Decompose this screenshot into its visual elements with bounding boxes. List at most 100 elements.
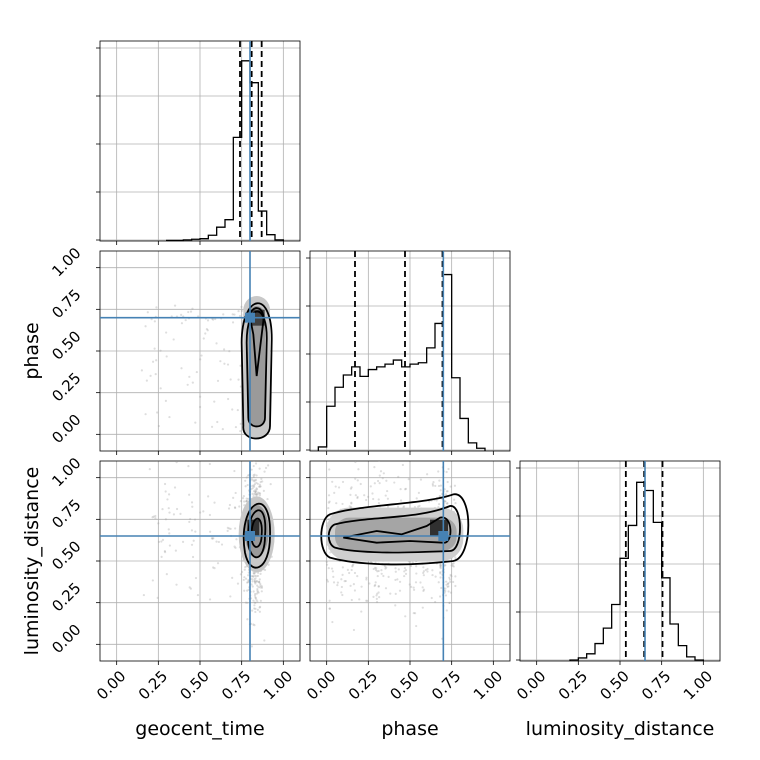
sample-point <box>188 493 191 496</box>
sample-point <box>447 585 450 588</box>
xtick-label-32-0: 0.00 <box>303 667 339 703</box>
sample-point <box>386 505 390 508</box>
sample-point <box>444 589 447 593</box>
sample-point <box>419 581 422 584</box>
sample-point <box>424 568 427 572</box>
sample-point <box>366 599 369 602</box>
sample-point <box>254 445 256 447</box>
sample-point <box>341 502 344 506</box>
sample-point <box>372 497 375 501</box>
sample-point <box>226 526 229 529</box>
sample-point <box>397 475 400 478</box>
ytick-label-21-1: 0.25 <box>48 369 84 405</box>
sample-point <box>252 474 255 477</box>
truth-marker-31 <box>245 531 255 541</box>
sample-point <box>453 446 455 448</box>
xtick-label-32-2: 0.50 <box>386 667 422 703</box>
ytick-label-31-2: 0.50 <box>48 537 84 573</box>
sample-point <box>257 591 260 594</box>
sample-point <box>385 566 388 569</box>
sample-point <box>202 337 205 340</box>
sample-point <box>448 576 451 579</box>
sample-point <box>150 318 153 321</box>
sample-point <box>190 529 194 532</box>
sample-point <box>439 571 442 574</box>
sample-point <box>167 493 171 496</box>
sample-point <box>337 486 341 489</box>
sample-point <box>331 480 334 483</box>
sample-point <box>163 549 166 553</box>
sample-point <box>451 562 454 566</box>
sample-point <box>418 504 421 507</box>
xtick-label-32-3: 0.75 <box>428 667 464 703</box>
sample-point <box>210 425 214 428</box>
sample-point <box>259 480 262 484</box>
sample-point <box>340 440 342 442</box>
sample-point <box>447 590 450 593</box>
truth-marker-21 <box>245 312 255 323</box>
sample-point <box>255 580 259 583</box>
sample-point <box>219 360 222 363</box>
sample-point <box>430 596 433 600</box>
sample-point <box>336 581 340 584</box>
ytick-label-31-1: 0.25 <box>48 579 84 615</box>
sample-point <box>243 576 246 579</box>
sample-point <box>194 421 197 424</box>
sample-point <box>378 461 380 462</box>
sample-point <box>229 378 232 381</box>
sample-point <box>165 331 168 334</box>
sample-point <box>419 478 423 481</box>
sample-point <box>252 485 256 488</box>
sample-point <box>168 532 171 535</box>
sample-point <box>261 480 264 483</box>
sample-point <box>374 568 378 572</box>
sample-point <box>257 580 261 583</box>
sample-point <box>188 375 191 378</box>
sample-point <box>343 580 346 583</box>
sample-point <box>180 313 183 316</box>
sample-point <box>258 492 262 495</box>
histogram-phase <box>317 273 486 451</box>
xtick-label-31-3: 0.75 <box>218 667 254 703</box>
x-axis-label-phase: phase <box>381 718 438 740</box>
sample-point <box>413 612 417 615</box>
sample-point <box>246 581 250 584</box>
sample-point <box>375 567 378 570</box>
sample-point <box>253 624 256 627</box>
sample-point <box>233 469 236 473</box>
sample-point <box>330 438 332 440</box>
sample-point <box>253 594 257 597</box>
panel-2d-geocent_time-vs-luminosity_distance <box>142 445 275 648</box>
ytick-label-31-3: 0.75 <box>48 496 84 532</box>
sample-point <box>192 539 195 542</box>
sample-point <box>350 501 353 504</box>
sample-point <box>332 575 335 579</box>
ytick-label-21-4: 1.00 <box>48 244 84 280</box>
sample-point <box>445 580 448 583</box>
sample-point <box>439 566 442 570</box>
sample-point <box>421 606 424 609</box>
sample-point <box>439 576 442 579</box>
sample-point <box>239 500 242 503</box>
sample-point <box>166 498 169 501</box>
sample-point <box>383 565 387 568</box>
sample-point <box>257 585 260 589</box>
sample-point <box>394 578 397 582</box>
sample-point <box>449 591 453 594</box>
sample-point <box>152 515 155 518</box>
sample-point <box>327 507 330 510</box>
sample-point <box>254 582 257 585</box>
sample-point <box>327 494 331 497</box>
sample-point <box>255 492 258 496</box>
sample-point <box>227 397 230 401</box>
sample-point <box>398 589 402 592</box>
sample-point <box>328 599 331 602</box>
sample-point <box>445 490 448 493</box>
sample-point <box>174 549 177 552</box>
sample-point <box>244 479 247 482</box>
sample-point <box>357 468 360 471</box>
sample-point <box>256 584 259 587</box>
sample-point <box>431 573 434 577</box>
sample-point <box>168 544 171 547</box>
sample-point <box>234 506 237 510</box>
